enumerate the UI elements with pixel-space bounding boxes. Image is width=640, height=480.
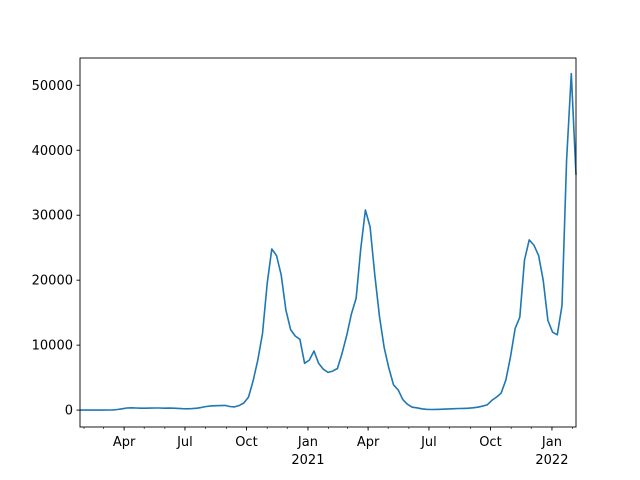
y-tick-label: 0: [65, 404, 73, 419]
y-tick-label: 20000: [32, 274, 73, 289]
y-tick-label: 10000: [32, 339, 73, 354]
plot-frame: [79, 57, 577, 428]
x-tick-label: Jan: [297, 435, 318, 450]
y-tick-label: 30000: [32, 209, 73, 224]
x-tick-label: Jul: [420, 435, 437, 450]
x-tick-label: Apr: [357, 435, 380, 450]
x-tick-year-label: 2022: [535, 453, 568, 468]
y-axis: 0 10000 20000 30000 40000 50000: [32, 79, 80, 419]
x-tick-label: Oct: [235, 435, 257, 450]
y-tick-label: 40000: [32, 144, 73, 159]
y-tick-label: 50000: [32, 79, 73, 94]
series-line: [80, 72, 577, 411]
x-tick-label: Jul: [176, 435, 193, 450]
x-axis: Apr Jul Oct Jan 2021 Apr Jul Oct Jan 2022: [83, 427, 573, 468]
x-tick-label: Apr: [113, 435, 136, 450]
x-tick-label: Oct: [479, 435, 501, 450]
x-tick-label: Jan: [541, 435, 562, 450]
x-tick-year-label: 2021: [291, 453, 324, 468]
